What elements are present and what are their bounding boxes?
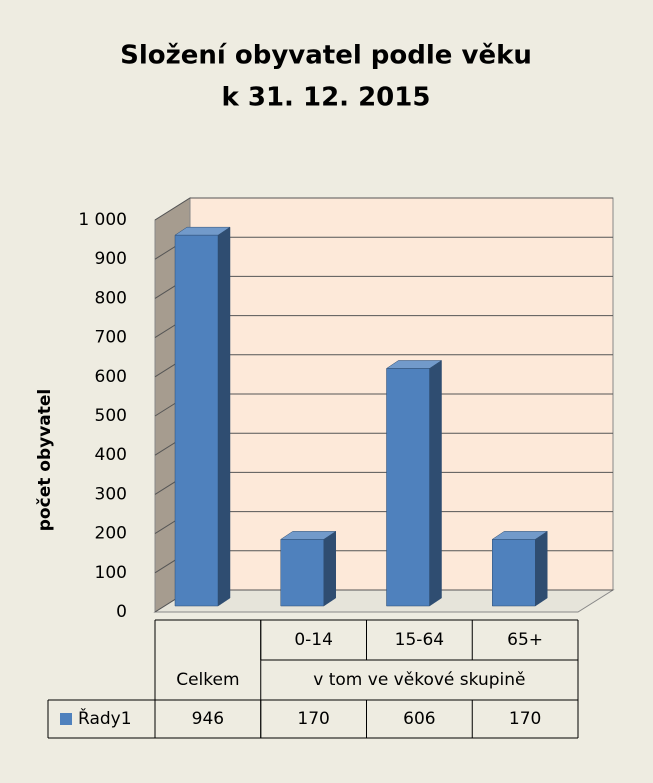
table-value: 170: [509, 709, 541, 729]
table-value: 946: [192, 709, 224, 729]
y-tick-label: 400: [95, 445, 127, 465]
bar: [174, 226, 231, 607]
bar-front: [174, 234, 219, 607]
y-tick-label: 700: [95, 328, 127, 348]
y-tick-label: 800: [95, 288, 127, 308]
y-tick-label: 600: [95, 367, 127, 387]
table-value: 170: [297, 709, 329, 729]
y-tick-label: 200: [95, 524, 127, 544]
bar-front: [492, 539, 536, 607]
bar-side: [323, 530, 336, 607]
table-value: 606: [403, 709, 435, 729]
chart-title: Složení obyvatel podle věku: [120, 41, 532, 71]
y-tick-label: 500: [95, 406, 127, 426]
category-label: 0-14: [294, 630, 333, 650]
bar-side: [535, 530, 548, 607]
y-tick-label: 900: [95, 249, 127, 269]
y-tick-label: 1 000: [78, 210, 127, 230]
y-tick-label: 100: [95, 563, 127, 583]
y-tick-label: 0: [116, 602, 127, 622]
y-axis-label: počet obyvatel: [35, 389, 55, 531]
legend-label: Řady1: [78, 707, 132, 729]
category-label: 65+: [507, 630, 543, 650]
bar-side: [429, 359, 442, 607]
group-label: Celkem: [176, 670, 239, 690]
grid-line: [154, 197, 613, 221]
bar: [385, 359, 443, 607]
chart-subtitle: k 31. 12. 2015: [222, 83, 431, 113]
group-label: v tom ve věkové skupině: [313, 670, 525, 690]
bar: [491, 530, 549, 607]
y-tick-label: 300: [95, 484, 127, 504]
category-label: 15-64: [395, 630, 444, 650]
bar-side: [217, 226, 231, 607]
bar-front: [386, 368, 430, 607]
bar: [279, 530, 337, 607]
bar-front: [280, 539, 324, 607]
legend-swatch: [60, 713, 72, 725]
